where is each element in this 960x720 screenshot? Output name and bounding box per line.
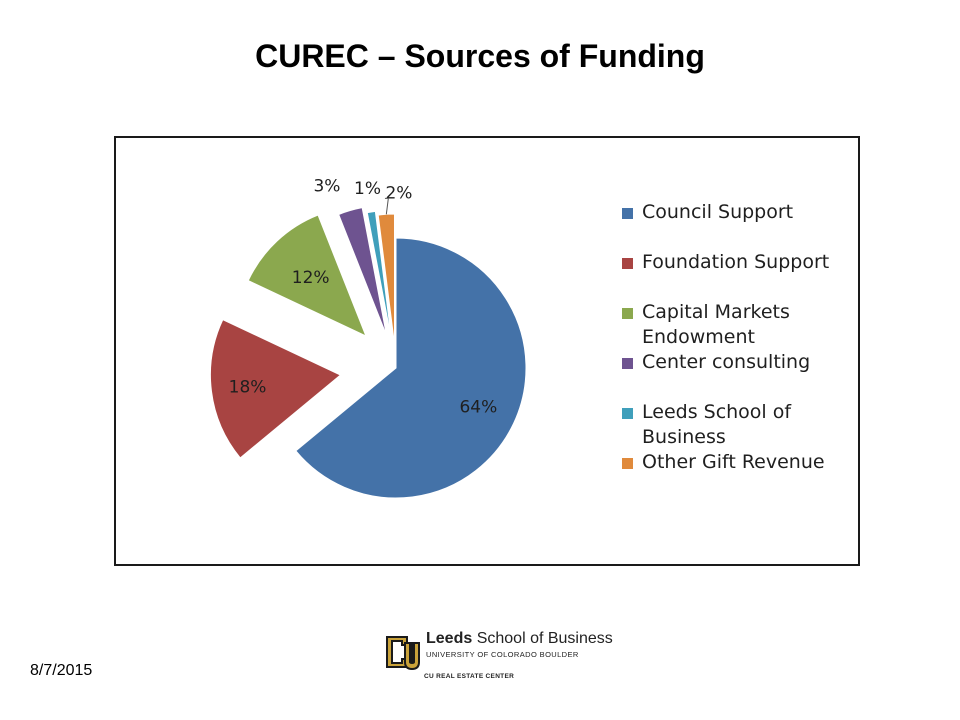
logo-name-bold: Leeds — [426, 630, 473, 647]
logo-name-rest: School of Business — [472, 630, 613, 647]
legend-swatch — [622, 308, 633, 319]
legend-swatch — [622, 358, 633, 369]
cu-logo-icon — [386, 636, 420, 670]
logo-school-name: Leeds School of Business — [426, 630, 613, 648]
pie-slice-center-consulting — [338, 207, 388, 336]
legend-label: Council Support — [642, 201, 794, 223]
legend-label: Capital Markets Endowment — [642, 301, 790, 348]
pie-slice-leeds-school-of-business — [366, 210, 393, 341]
logo-center: CU REAL ESTATE CENTER — [424, 673, 515, 680]
legend-swatch — [622, 208, 633, 219]
legend-label: Foundation Support — [642, 251, 830, 273]
slide-date: 8/7/2015 — [30, 662, 93, 679]
data-label-capital-markets-endowment: 12% — [292, 268, 330, 288]
pie-slice-council-support — [295, 237, 527, 499]
leeds-logo: Leeds School of Business UNIVERSITY OF C… — [384, 630, 613, 684]
pie-chart: 64% 18% 12% 3% 1% 2% — [209, 177, 527, 499]
pie-slice-capital-markets-endowment — [247, 214, 367, 337]
data-label-foundation-support: 18% — [229, 378, 267, 398]
chart-frame: 64% 18% 12% 3% 1% 2% Council Support Foundati… — [114, 136, 860, 566]
data-label-other-gift-revenue: 2% — [385, 183, 412, 203]
legend-swatch — [622, 258, 633, 269]
legend-label: Leeds School of Business — [642, 401, 792, 448]
data-label-council-support: 64% — [459, 398, 497, 418]
legend-swatch — [622, 408, 633, 419]
legend-swatch — [622, 458, 633, 469]
legend-label: Other Gift Revenue — [642, 451, 825, 473]
legend-label: Center consulting — [642, 351, 811, 373]
pie-slice-foundation-support — [209, 319, 342, 459]
data-label-center-consulting: 3% — [313, 177, 340, 197]
leader-line-other-gift-revenue — [384, 197, 389, 215]
data-label-leeds-school-of-business: 1% — [354, 179, 381, 199]
logo-university: UNIVERSITY OF COLORADO BOULDER — [426, 650, 579, 659]
slide-title: CUREC – Sources of Funding — [255, 38, 705, 74]
